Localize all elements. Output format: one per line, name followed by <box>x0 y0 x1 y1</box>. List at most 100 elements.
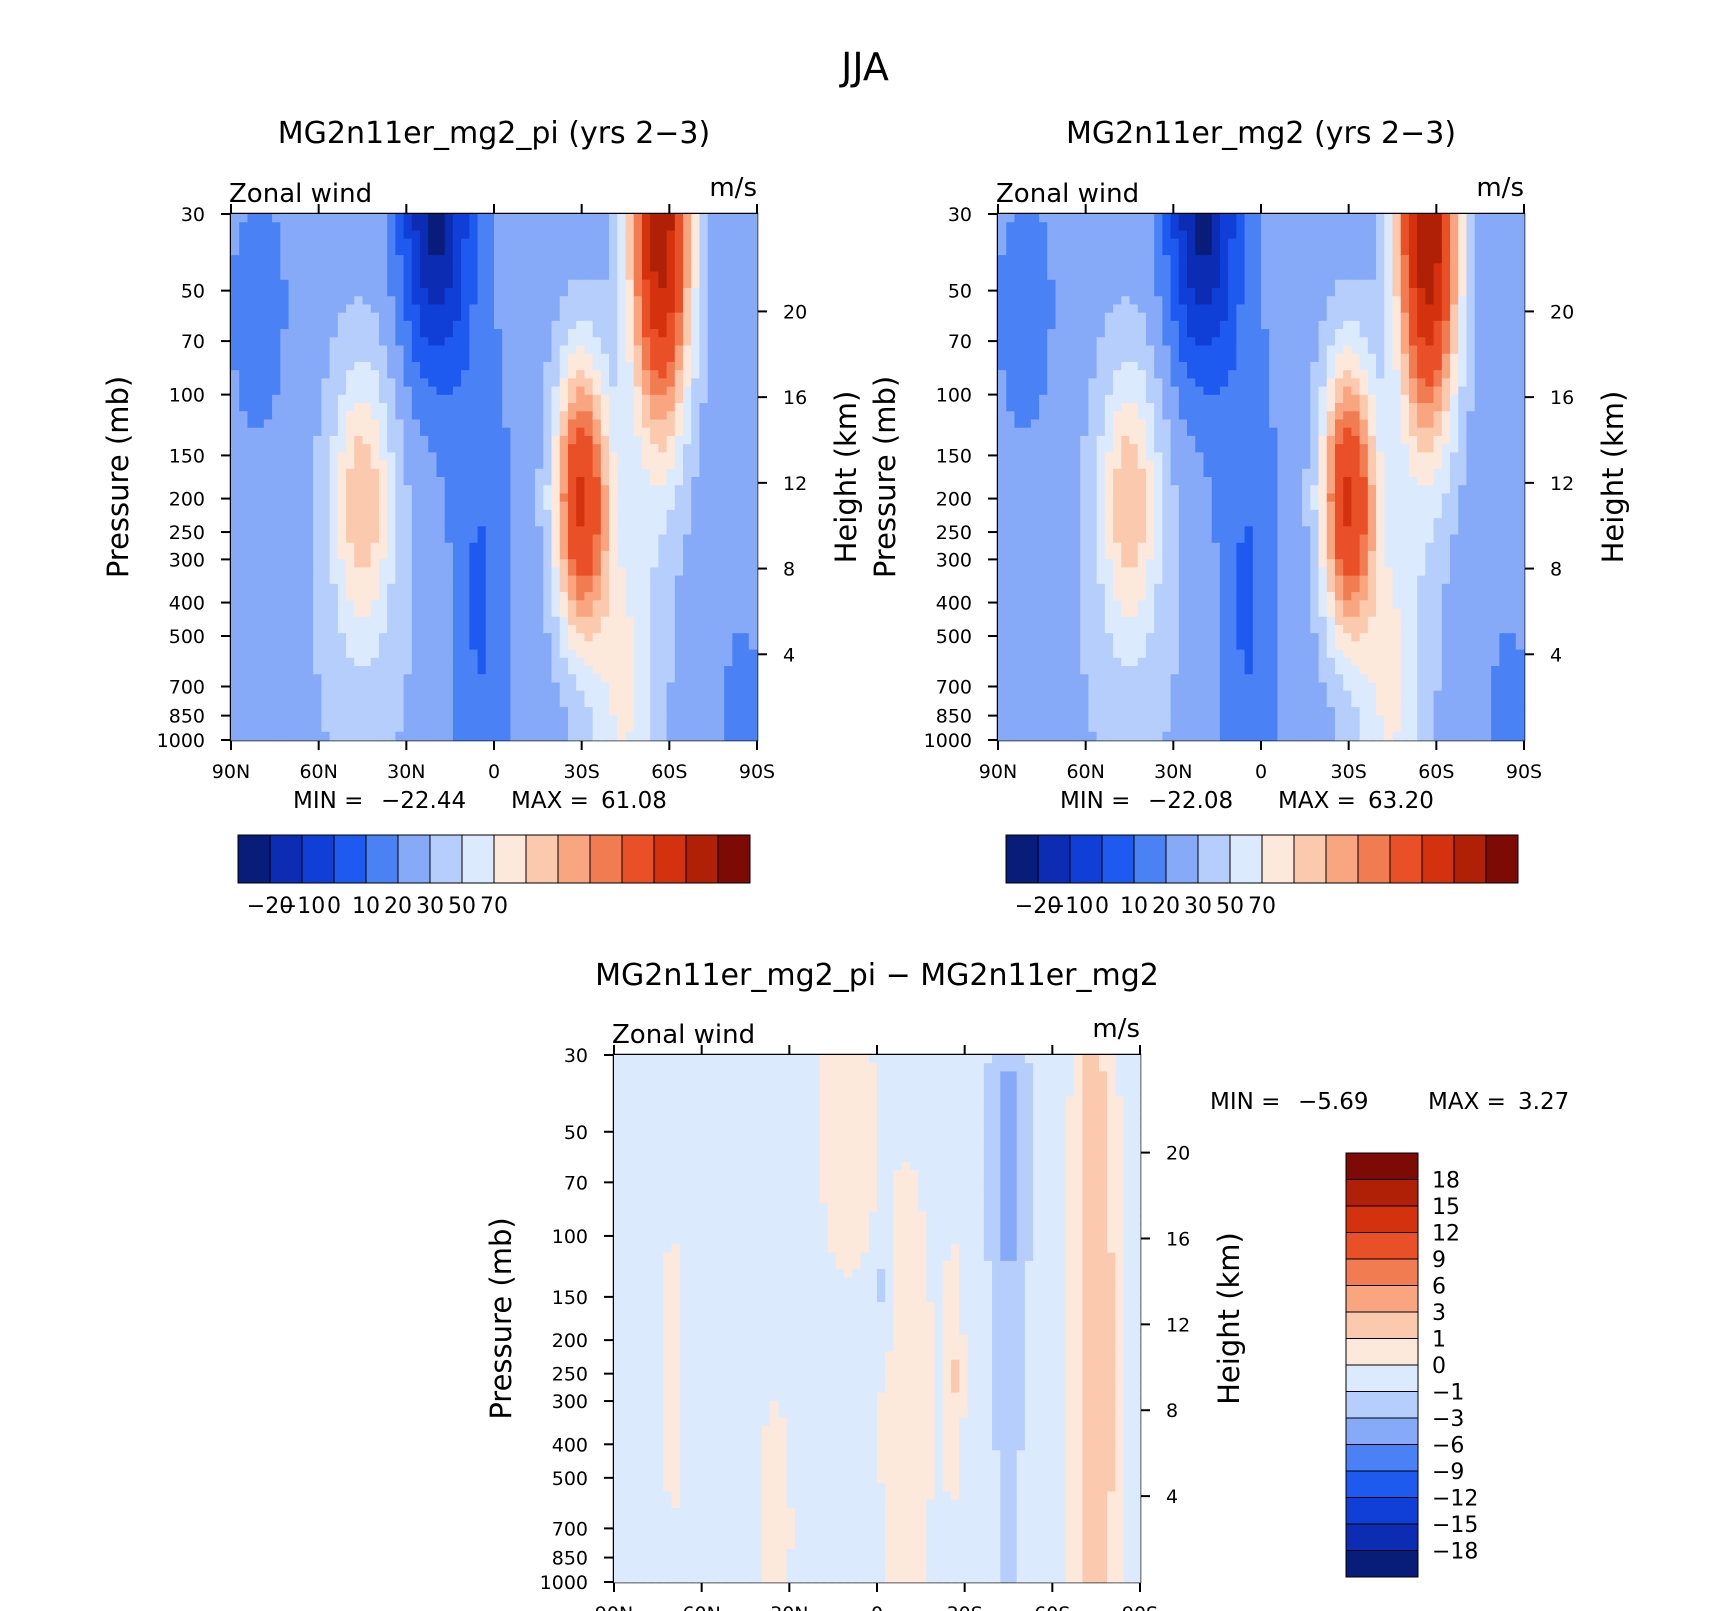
contour-cell <box>625 698 635 708</box>
contour-cell <box>231 411 240 421</box>
contour-cell <box>748 575 758 585</box>
contour-cell <box>658 657 668 667</box>
contour-cell <box>518 633 528 642</box>
contour-cell <box>272 214 281 223</box>
y-tick-label: 250 <box>936 522 972 544</box>
contour-cell <box>641 411 651 421</box>
y-tick-label: 1000 <box>157 730 205 752</box>
contour-cell <box>1071 641 1081 651</box>
contour-cell <box>272 559 281 569</box>
contour-cell <box>650 246 659 256</box>
contour-cell <box>584 542 594 552</box>
contour-cell <box>592 624 602 634</box>
contour-cell <box>304 493 314 503</box>
contour-cell <box>255 279 265 289</box>
contour-cell <box>280 460 290 470</box>
contour-cell <box>231 370 240 379</box>
contour-cell <box>724 731 733 741</box>
contour-cell <box>272 411 281 421</box>
contour-cell <box>641 378 651 388</box>
contour-cell <box>378 550 388 560</box>
contour-cell <box>280 386 290 396</box>
contour-cell <box>255 616 265 626</box>
contour-cell <box>584 271 594 281</box>
contour-cell <box>231 641 240 651</box>
contour-cell <box>1039 616 1048 626</box>
contour-cell <box>625 682 635 692</box>
contour-cell <box>1022 452 1032 462</box>
contour-cell <box>370 255 380 264</box>
contour-cell <box>370 616 380 626</box>
contour-cell <box>724 419 733 429</box>
contour-cell <box>526 608 536 618</box>
contour-cell <box>263 296 273 306</box>
contour-cell <box>1022 370 1032 379</box>
contour-cell <box>477 723 487 733</box>
contour-cell <box>567 550 577 560</box>
contour-cell <box>1006 296 1016 306</box>
contour-cell <box>378 666 388 675</box>
contour-cell <box>666 698 676 708</box>
contour-cell <box>502 255 512 264</box>
contour-cell <box>263 255 273 264</box>
contour-cell <box>551 534 561 544</box>
contour-cell <box>452 386 462 396</box>
contour-cell <box>362 592 372 601</box>
contour-cell <box>444 542 454 552</box>
contour-cell <box>1088 238 1098 248</box>
contour-cell <box>617 444 627 453</box>
contour-cell <box>1014 238 1024 248</box>
contour-cell <box>296 444 306 453</box>
contour-cell <box>724 403 733 412</box>
contour-cell <box>288 567 298 577</box>
contour-cell <box>576 435 586 445</box>
contour-cell <box>732 493 742 503</box>
contour-cell <box>428 337 438 347</box>
contour-cell <box>296 542 306 552</box>
contour-cell <box>403 361 413 371</box>
contour-cell <box>1047 592 1057 601</box>
contour-cell <box>288 263 298 273</box>
contour-cell <box>1063 361 1073 371</box>
contour-cell <box>674 509 684 519</box>
contour-cell <box>674 616 684 626</box>
contour-cell <box>272 518 281 527</box>
contour-cell <box>263 592 273 601</box>
contour-cell <box>707 214 717 223</box>
contour-cell <box>1071 378 1081 388</box>
contour-cell <box>740 214 750 223</box>
contour-cell <box>740 394 750 404</box>
colorbar-swatch <box>1069 834 1103 884</box>
contour-cell <box>724 460 733 470</box>
contour-cell <box>683 452 692 462</box>
contour-cell <box>584 690 594 700</box>
contour-cell <box>461 690 470 700</box>
contour-cell <box>272 361 281 371</box>
contour-cell <box>617 304 627 314</box>
contour-cell <box>469 575 479 585</box>
contour-cell <box>748 403 758 412</box>
contour-cell <box>683 222 692 232</box>
contour-cell <box>567 657 577 667</box>
contour-cell <box>1014 731 1024 741</box>
contour-cell <box>691 271 701 281</box>
contour-cell <box>263 698 273 708</box>
contour-cell <box>403 493 413 503</box>
y-tick-label: 100 <box>169 385 205 407</box>
contour-cell <box>485 246 495 256</box>
contour-cell <box>272 501 281 511</box>
contour-cell <box>231 246 240 256</box>
contour-cell <box>304 509 314 519</box>
contour-cell <box>502 370 512 379</box>
contour-cell <box>592 370 602 379</box>
contour-cell <box>551 287 561 297</box>
contour-cell <box>370 666 380 675</box>
contour-cell <box>1088 214 1098 223</box>
contour-cell <box>362 666 372 675</box>
contour-cell <box>691 435 701 445</box>
contour-cell <box>592 312 602 322</box>
contour-cell <box>707 641 717 651</box>
contour-cell <box>998 707 1007 716</box>
contour-cell <box>1030 312 1040 322</box>
contour-cell <box>543 296 553 306</box>
